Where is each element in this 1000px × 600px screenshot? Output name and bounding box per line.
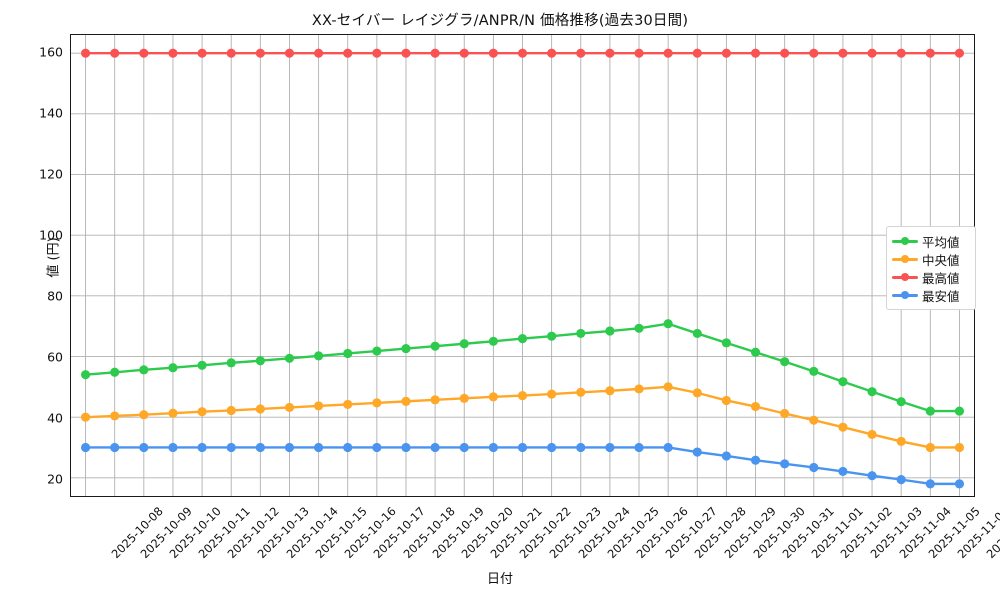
legend-marker-icon xyxy=(892,234,918,248)
y-axis-tick-label: 120 xyxy=(39,166,63,182)
legend-marker-icon xyxy=(892,288,918,302)
legend-item[interactable]: 中央値 xyxy=(892,250,969,268)
y-axis-tick-label: 160 xyxy=(39,44,63,60)
legend-marker-icon xyxy=(892,252,918,266)
legend-item[interactable]: 平均値 xyxy=(892,232,969,250)
x-axis-title: 日付 xyxy=(486,572,513,587)
chart-legend: 平均値中央値最高値最安値 xyxy=(886,226,976,310)
legend-marker-icon xyxy=(892,270,918,284)
y-axis-tick-label: 140 xyxy=(39,105,63,121)
legend-item[interactable]: 最高値 xyxy=(892,268,969,286)
y-axis-title: 値 (円) xyxy=(46,237,62,278)
y-axis-tick-label: 80 xyxy=(47,288,63,304)
y-axis-tick-label: 40 xyxy=(47,410,63,426)
y-axis-tick-labels: 20 40 60 80 100 120 140 160 xyxy=(0,34,63,497)
plot-area xyxy=(70,34,975,497)
chart-title: XX-セイバー レイジグラ/ANPR/N 価格推移(過去30日間) xyxy=(311,13,689,29)
legend-item-label: 平均値 xyxy=(922,234,960,250)
y-axis-tick-label: 100 xyxy=(39,227,63,243)
plot-svg xyxy=(71,35,974,496)
legend-item-label: 最高値 xyxy=(922,270,960,286)
legend-item-label: 最安値 xyxy=(922,288,960,304)
y-axis-tick-label: 60 xyxy=(47,349,63,365)
legend-item[interactable]: 最安値 xyxy=(892,286,969,304)
legend-item-label: 中央値 xyxy=(922,252,960,268)
y-axis-tick-label: 20 xyxy=(47,471,63,487)
